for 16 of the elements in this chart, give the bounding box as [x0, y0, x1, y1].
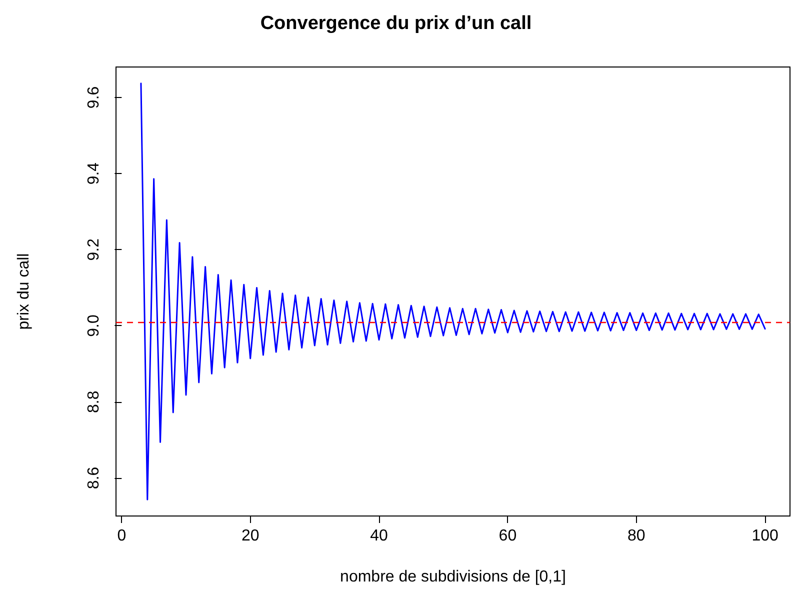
y-tick-label: 9.4 — [86, 162, 102, 185]
x-tick-label: 0 — [117, 528, 126, 544]
y-tick-label: 8.8 — [86, 390, 102, 413]
line-series — [140, 82, 766, 500]
y-tick-label: 9.6 — [86, 86, 102, 109]
x-axis-title: nombre de subdivisions de [0,1] — [340, 568, 566, 586]
x-tick-label: 40 — [370, 528, 388, 544]
x-tick-label: 20 — [241, 528, 260, 544]
x-tick-label: 80 — [627, 528, 646, 544]
y-axis-title: prix du call — [16, 253, 32, 330]
x-tick-label: 100 — [752, 528, 778, 544]
y-tick-label: 9.2 — [86, 238, 102, 261]
y-tick-label: 9.0 — [86, 314, 102, 337]
chart-title: Convergence du prix d’un call — [260, 13, 532, 34]
x-tick-label: 60 — [498, 528, 517, 544]
y-tick-label: 8.6 — [86, 466, 102, 490]
